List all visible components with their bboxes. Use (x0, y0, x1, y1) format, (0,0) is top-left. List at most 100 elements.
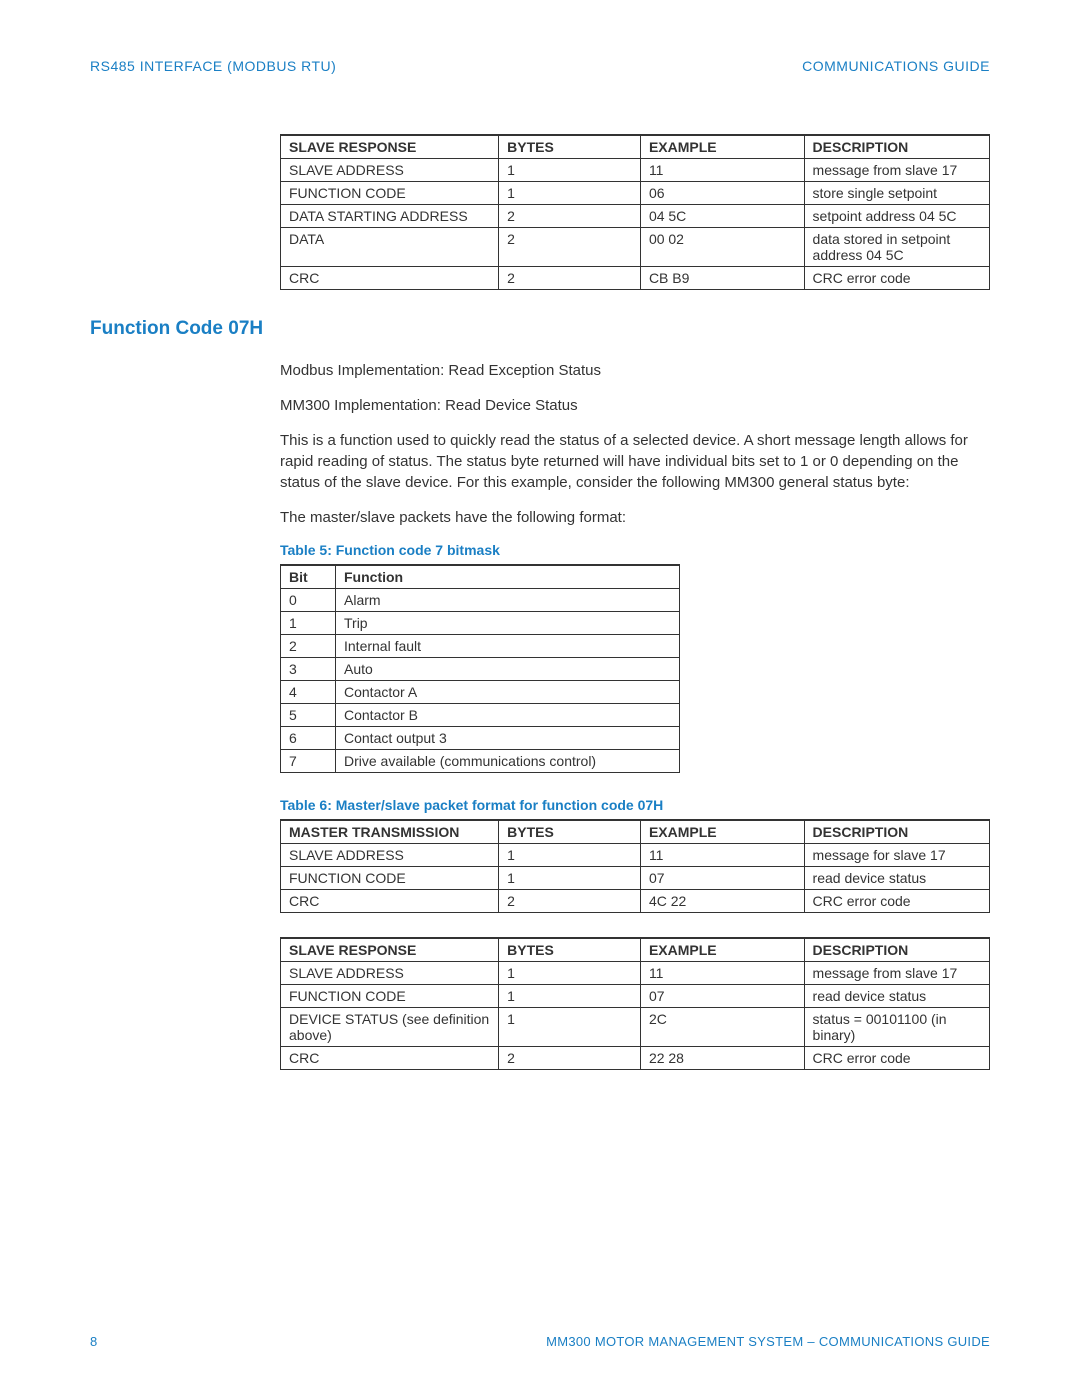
table-row: SLAVE ADDRESS111message from slave 17 (281, 159, 990, 182)
table-cell: DATA STARTING ADDRESS (281, 205, 499, 228)
table-cell: SLAVE ADDRESS (281, 844, 499, 867)
table-row: DEVICE STATUS (see definition above)12Cs… (281, 1008, 990, 1047)
table-cell: 3 (281, 658, 336, 681)
table-cell: read device status (804, 985, 989, 1008)
paragraph: The master/slave packets have the follow… (280, 507, 990, 528)
col-header: DESCRIPTION (804, 820, 989, 844)
table-row: DATA STARTING ADDRESS204 5Csetpoint addr… (281, 205, 990, 228)
table-header-row: MASTER TRANSMISSION BYTES EXAMPLE DESCRI… (281, 820, 990, 844)
paragraph: MM300 Implementation: Read Device Status (280, 395, 990, 416)
table-cell: CRC error code (804, 890, 989, 913)
table-cell: 6 (281, 727, 336, 750)
slave-response-table-2: SLAVE RESPONSE BYTES EXAMPLE DESCRIPTION… (280, 937, 990, 1070)
header-right: COMMUNICATIONS GUIDE (802, 58, 990, 74)
table-cell: 1 (499, 182, 641, 205)
table-cell: 2 (499, 228, 641, 267)
table-row: 7Drive available (communications control… (281, 750, 680, 773)
page-header: RS485 INTERFACE (MODBUS RTU) COMMUNICATI… (90, 58, 990, 74)
table-row: 3Auto (281, 658, 680, 681)
col-header: BYTES (499, 938, 641, 962)
table-row: CRC24C 22CRC error code (281, 890, 990, 913)
table-cell: Internal fault (336, 635, 680, 658)
table-cell: CRC (281, 1047, 499, 1070)
table-cell: 00 02 (640, 228, 804, 267)
paragraph: This is a function used to quickly read … (280, 430, 990, 493)
table-cell: 11 (640, 159, 804, 182)
table-cell: 0 (281, 589, 336, 612)
table-cell: 11 (640, 844, 804, 867)
table-row: 4Contactor A (281, 681, 680, 704)
table-cell: DATA (281, 228, 499, 267)
table-cell: data stored in setpoint address 04 5C (804, 228, 989, 267)
table-cell: 1 (499, 962, 641, 985)
page-footer: 8 MM300 MOTOR MANAGEMENT SYSTEM – COMMUN… (90, 1334, 990, 1349)
table-cell: 1 (499, 1008, 641, 1047)
col-header: SLAVE RESPONSE (281, 938, 499, 962)
table-cell: DEVICE STATUS (see definition above) (281, 1008, 499, 1047)
table-cell: setpoint address 04 5C (804, 205, 989, 228)
slave-response-table: SLAVE RESPONSE BYTES EXAMPLE DESCRIPTION… (280, 134, 990, 290)
page-number: 8 (90, 1334, 98, 1349)
table-cell: 5 (281, 704, 336, 727)
col-header: BYTES (499, 135, 641, 159)
table-cell: 7 (281, 750, 336, 773)
table-cell: SLAVE ADDRESS (281, 962, 499, 985)
table-cell: CRC (281, 267, 499, 290)
table-cell: 1 (281, 612, 336, 635)
col-header: SLAVE RESPONSE (281, 135, 499, 159)
table-row: 6Contact output 3 (281, 727, 680, 750)
paragraph: Modbus Implementation: Read Exception St… (280, 360, 990, 381)
col-header: DESCRIPTION (804, 938, 989, 962)
table-caption: Table 6: Master/slave packet format for … (280, 797, 990, 813)
table-row: 1Trip (281, 612, 680, 635)
col-header: DESCRIPTION (804, 135, 989, 159)
table-cell: store single setpoint (804, 182, 989, 205)
table-cell: Alarm (336, 589, 680, 612)
table-cell: 4 (281, 681, 336, 704)
table-cell: 1 (499, 844, 641, 867)
table-cell: Auto (336, 658, 680, 681)
col-header: Bit (281, 565, 336, 589)
table1-wrap: SLAVE RESPONSE BYTES EXAMPLE DESCRIPTION… (280, 134, 990, 290)
table-cell: read device status (804, 867, 989, 890)
bitmask-table: Bit Function 0Alarm1Trip2Internal fault3… (280, 564, 680, 773)
table-cell: FUNCTION CODE (281, 867, 499, 890)
col-header: EXAMPLE (640, 938, 804, 962)
table-body: SLAVE ADDRESS111message from slave 17FUN… (281, 962, 990, 1070)
table-cell: Contact output 3 (336, 727, 680, 750)
table-cell: 06 (640, 182, 804, 205)
table-cell: 1 (499, 985, 641, 1008)
table-cell: 1 (499, 159, 641, 182)
col-header: EXAMPLE (640, 820, 804, 844)
table-cell: 11 (640, 962, 804, 985)
table-row: CRC222 28CRC error code (281, 1047, 990, 1070)
table-row: SLAVE ADDRESS111message from slave 17 (281, 962, 990, 985)
table-cell: CRC error code (804, 1047, 989, 1070)
table-row: 2Internal fault (281, 635, 680, 658)
table-cell: CB B9 (640, 267, 804, 290)
table-row: DATA200 02data stored in setpoint addres… (281, 228, 990, 267)
table-cell: 2 (499, 890, 641, 913)
footer-text: MM300 MOTOR MANAGEMENT SYSTEM – COMMUNIC… (546, 1334, 990, 1349)
table-row: 5Contactor B (281, 704, 680, 727)
table-cell: 1 (499, 867, 641, 890)
table-row: FUNCTION CODE106store single setpoint (281, 182, 990, 205)
table-caption: Table 5: Function code 7 bitmask (280, 542, 990, 558)
table-body: SLAVE ADDRESS111message for slave 17FUNC… (281, 844, 990, 913)
section-body: Modbus Implementation: Read Exception St… (280, 360, 990, 1070)
table-body: 0Alarm1Trip2Internal fault3Auto4Contacto… (281, 589, 680, 773)
table-row: FUNCTION CODE107read device status (281, 867, 990, 890)
col-header: MASTER TRANSMISSION (281, 820, 499, 844)
table-cell: CRC error code (804, 267, 989, 290)
table-cell: Contactor A (336, 681, 680, 704)
table-cell: Contactor B (336, 704, 680, 727)
table-row: CRC2CB B9CRC error code (281, 267, 990, 290)
table-cell: 04 5C (640, 205, 804, 228)
master-transmission-table: MASTER TRANSMISSION BYTES EXAMPLE DESCRI… (280, 819, 990, 913)
col-header: EXAMPLE (640, 135, 804, 159)
table-cell: message from slave 17 (804, 159, 989, 182)
col-header: Function (336, 565, 680, 589)
table-cell: 2C (640, 1008, 804, 1047)
table-row: FUNCTION CODE107read device status (281, 985, 990, 1008)
col-header: BYTES (499, 820, 641, 844)
